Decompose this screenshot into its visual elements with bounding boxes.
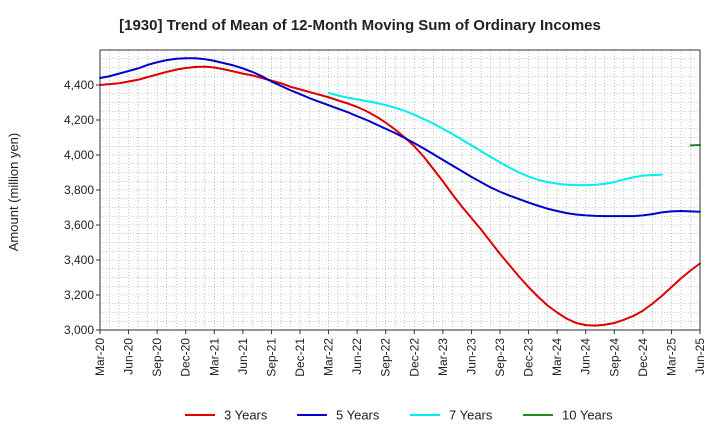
x-tick-label: Sep-24 — [607, 338, 621, 377]
x-tick-label: Dec-21 — [293, 338, 307, 377]
x-tick-label: Mar-22 — [322, 338, 336, 376]
y-tick-label: 4,200 — [64, 113, 94, 127]
series-line-7-years — [327, 91, 663, 187]
x-tick-label: Jun-23 — [464, 338, 478, 375]
chart-title: [1930] Trend of Mean of 12-Month Moving … — [119, 17, 601, 34]
x-tick-label: Jun-22 — [350, 338, 364, 375]
y-tick-label: 3,400 — [64, 253, 94, 267]
x-tick-label: Mar-20 — [93, 338, 107, 376]
x-tick-label: Dec-23 — [522, 338, 536, 377]
x-tick-label: Sep-21 — [264, 338, 278, 377]
y-tick-label: 3,800 — [64, 183, 94, 197]
legend: 3 Years 5 Years 7 Years 10 Years — [185, 408, 613, 423]
grid — [100, 50, 700, 330]
y-tick-label: 4,400 — [64, 78, 94, 92]
y-axis-ticks: 3,000 3,200 3,400 3,600 3,800 4,000 4,200 4,400 — [64, 78, 100, 337]
x-tick-label: Jun-24 — [579, 338, 593, 375]
x-tick-label: Mar-24 — [550, 338, 564, 376]
y-tick-label: 4,000 — [64, 148, 94, 162]
legend-label-5-years: 5 Years — [336, 408, 380, 423]
x-tick-label: Sep-20 — [150, 338, 164, 377]
legend-label-10-years: 10 Years — [562, 408, 613, 423]
x-tick-label: Jun-20 — [122, 338, 136, 375]
x-tick-label: Mar-25 — [664, 338, 678, 376]
x-tick-label: Sep-23 — [493, 338, 507, 377]
y-tick-label: 3,600 — [64, 218, 94, 232]
series-lines — [99, 57, 701, 327]
legend-label-3-years: 3 Years — [224, 408, 268, 423]
x-tick-label: Dec-24 — [636, 338, 650, 377]
x-tick-label: Jun-21 — [236, 338, 250, 375]
x-tick-label: Mar-23 — [436, 338, 450, 376]
legend-label-7-years: 7 Years — [449, 408, 493, 423]
x-tick-label: Jun-25 — [693, 338, 707, 375]
y-tick-label: 3,000 — [64, 323, 94, 337]
x-tick-label: Dec-20 — [179, 338, 193, 377]
x-tick-label: Dec-22 — [407, 338, 421, 377]
x-axis-ticks: Mar-20 Jun-20 Sep-20 Dec-20 Mar-21 Jun-21 Sep-… — [93, 330, 707, 377]
y-tick-label: 3,200 — [64, 288, 94, 302]
series-line-5-years — [99, 57, 701, 218]
series-line-3-years — [99, 65, 701, 327]
x-tick-label: Sep-22 — [379, 338, 393, 377]
y-axis-label: Amount (million yen) — [6, 133, 21, 252]
x-tick-label: Mar-21 — [207, 338, 221, 376]
